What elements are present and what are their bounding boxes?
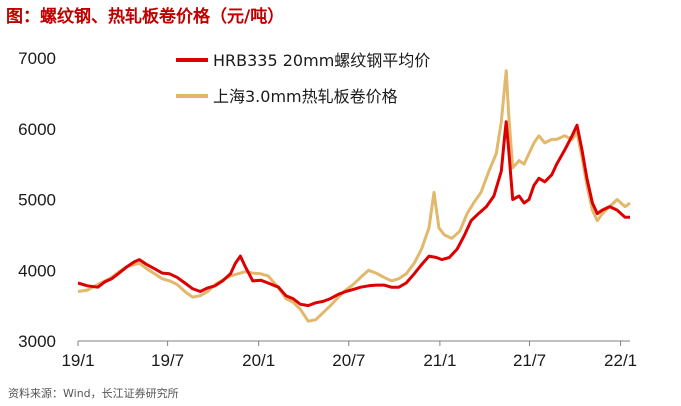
legend-label: 上海3.0mm热轧板卷价格: [213, 87, 398, 106]
series-line-hrc: [77, 69, 631, 323]
y-tick-label: 7000: [18, 49, 56, 68]
series-line-rebar: [77, 120, 630, 308]
x-tick-label: 20/1: [242, 351, 275, 370]
x-tick-label: 21/7: [513, 351, 546, 370]
x-tick-label: 19/1: [61, 351, 94, 370]
x-tick-label: 22/1: [604, 351, 637, 370]
legend-label: HRB335 20mm螺纹钢平均价: [213, 51, 430, 70]
y-axis-ticks: 3000 4000 5000 6000 7000: [18, 49, 56, 351]
x-axis: 19/1 19/7 20/1 20/7 21/1 21/7 22/1: [61, 340, 637, 370]
y-tick-label: 3000: [18, 332, 56, 351]
series-lines: [77, 69, 631, 323]
y-tick-label: 6000: [18, 120, 56, 139]
x-tick-label: 21/1: [423, 351, 456, 370]
chart-title: 图：螺纹钢、热轧板卷价格（元/吨）: [6, 7, 285, 27]
source-note: 资料来源：Wind，长江证券研究所: [8, 387, 179, 400]
x-tick-label: 20/7: [332, 351, 365, 370]
y-tick-label: 5000: [18, 191, 56, 210]
x-tick-label: 19/7: [151, 351, 184, 370]
y-tick-label: 4000: [18, 261, 56, 280]
